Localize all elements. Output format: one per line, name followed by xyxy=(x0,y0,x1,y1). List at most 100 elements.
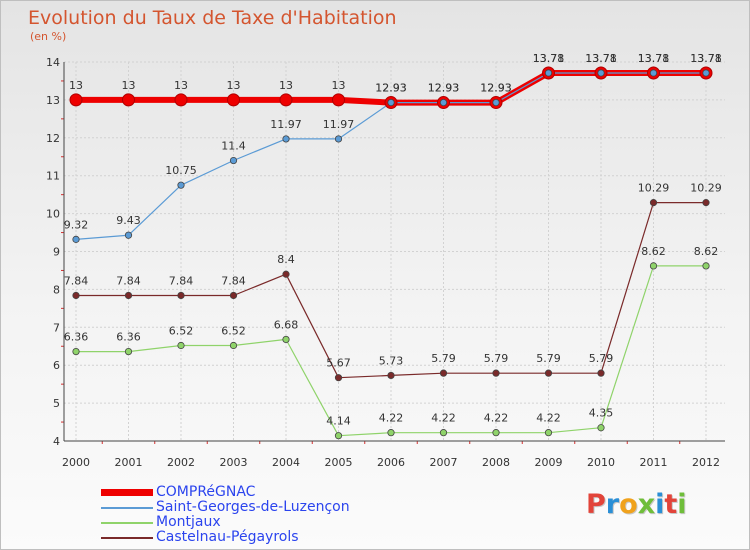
data-point xyxy=(492,429,500,437)
logo-letter: x xyxy=(637,489,656,520)
data-label: 6.36 xyxy=(116,331,141,344)
y-tick-label: 13 xyxy=(46,94,60,107)
data-point xyxy=(544,69,553,77)
data-label: 12.93 xyxy=(428,82,460,95)
x-tick-label: 2011 xyxy=(640,456,668,469)
logo-letter: t xyxy=(664,489,678,520)
data-label: 12.93 xyxy=(480,82,512,95)
x-tick-label: 2005 xyxy=(325,456,353,469)
data-label: 13.71 xyxy=(585,52,617,65)
data-point xyxy=(492,98,500,107)
data-label: 13.78 xyxy=(690,52,722,65)
x-tick-label: 2002 xyxy=(167,456,195,469)
data-label: 4.22 xyxy=(484,412,509,425)
legend-swatch xyxy=(101,489,153,496)
x-tick-label: 2001 xyxy=(115,456,143,469)
logo-letter: r xyxy=(605,489,620,520)
data-label: 13.78 xyxy=(638,52,670,65)
data-label: 13.78 xyxy=(533,52,565,65)
data-label: 8.62 xyxy=(694,245,719,258)
legend-swatch xyxy=(101,506,153,509)
data-point xyxy=(229,291,238,300)
x-tick-label: 2008 xyxy=(482,456,510,469)
data-point xyxy=(702,69,710,77)
data-label: 10.29 xyxy=(638,182,670,195)
data-label: 8.4 xyxy=(277,253,295,266)
data-point xyxy=(122,93,135,107)
x-tick-label: 2007 xyxy=(430,456,458,469)
x-tick-label: 2012 xyxy=(692,456,720,469)
data-label: 13.71 xyxy=(533,52,565,65)
data-point xyxy=(387,429,395,437)
data-label: 8.62 xyxy=(641,245,666,258)
data-point xyxy=(597,69,605,77)
data-point xyxy=(332,93,345,107)
unit-label: (en %) xyxy=(30,30,67,43)
data-label: 7.84 xyxy=(116,274,141,287)
data-point xyxy=(492,369,500,377)
data-label: 12.93 xyxy=(428,82,460,95)
data-label: 11.4 xyxy=(221,140,246,153)
data-point xyxy=(649,199,658,207)
logo-letter: P xyxy=(586,489,606,520)
legend-label: Saint-Georges-de-Luzençon xyxy=(156,499,350,515)
data-label: 13.71 xyxy=(638,52,670,65)
data-point xyxy=(649,262,658,270)
data-point xyxy=(279,93,293,107)
legend-label: COMPRéGNAC xyxy=(156,484,256,500)
y-tick-label: 6 xyxy=(53,359,60,372)
x-tick-label: 2009 xyxy=(535,456,563,469)
data-point xyxy=(177,291,185,300)
legend-item: Castelnau-Pégayrols xyxy=(101,530,431,545)
data-label: 12.93 xyxy=(375,82,407,95)
data-point xyxy=(72,347,80,356)
data-label: 5.79 xyxy=(589,352,614,365)
proxiti-logo: Proxiti xyxy=(586,489,687,520)
data-label: 13 xyxy=(227,79,241,92)
chart-title: Evolution du Taux de Taxe d'Habitation xyxy=(28,7,397,29)
data-label: 5.67 xyxy=(326,357,351,370)
y-tick-label: 8 xyxy=(53,283,60,296)
data-point xyxy=(387,98,395,107)
data-point xyxy=(229,156,238,165)
logo-letter: o xyxy=(619,489,638,520)
data-label: 4.22 xyxy=(536,412,561,425)
data-label: 6.52 xyxy=(221,324,246,337)
data-label: 13 xyxy=(69,79,83,92)
data-point xyxy=(227,93,240,107)
legend-swatch xyxy=(101,536,153,539)
data-point xyxy=(702,199,710,207)
data-label: 12.93 xyxy=(480,82,512,95)
data-label: 7.84 xyxy=(64,274,89,287)
data-point xyxy=(124,347,133,356)
data-label: 9.32 xyxy=(64,218,89,231)
legend-label: Castelnau-Pégayrols xyxy=(156,529,299,545)
data-point xyxy=(72,291,80,300)
legend-item: COMPRéGNAC xyxy=(101,485,431,500)
data-label: 9.43 xyxy=(116,214,141,227)
data-point xyxy=(334,374,343,382)
data-point xyxy=(439,98,448,107)
legend-item: Saint-Georges-de-Luzençon xyxy=(101,500,431,515)
data-point xyxy=(72,235,80,243)
data-label: 5.79 xyxy=(484,352,509,365)
data-label: 5.73 xyxy=(379,354,404,367)
y-tick-label: 11 xyxy=(46,170,60,183)
data-label: 13.78 xyxy=(585,52,617,65)
data-point xyxy=(177,341,185,350)
data-point xyxy=(124,231,133,239)
y-tick-label: 10 xyxy=(46,208,60,221)
legend-item: Montjaux xyxy=(101,515,431,530)
data-label: 4.35 xyxy=(589,407,614,420)
y-tick-label: 12 xyxy=(46,132,60,145)
data-label: 13 xyxy=(279,79,293,92)
data-label: 5.79 xyxy=(536,352,561,365)
data-label: 5.79 xyxy=(431,352,456,365)
x-tick-label: 2000 xyxy=(62,456,90,469)
data-point xyxy=(597,424,605,432)
data-point xyxy=(177,181,185,189)
data-label: 11.97 xyxy=(323,118,355,131)
y-tick-label: 7 xyxy=(53,321,60,334)
